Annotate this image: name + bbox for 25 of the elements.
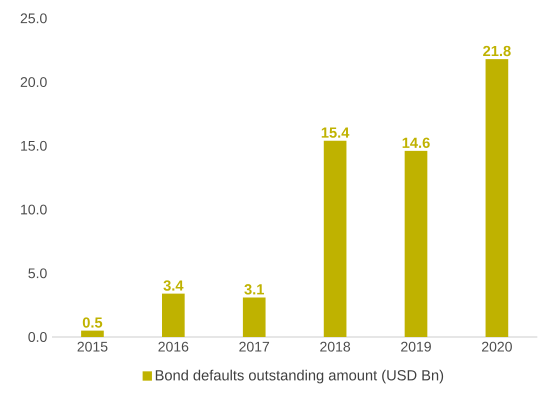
x-tick-label: 2015: [78, 342, 108, 352]
y-tick-label: 5.0: [28, 268, 47, 278]
x-tick-label: 2017: [239, 342, 270, 352]
data-label: 0.5: [82, 317, 102, 328]
x-tick-label: 2020: [482, 342, 512, 352]
x-tick-label: 2018: [320, 342, 350, 352]
data-label: 14.6: [402, 138, 430, 148]
bar: [81, 330, 104, 337]
data-label: 15.4: [322, 128, 350, 138]
data-label: 3.1: [244, 284, 264, 295]
x-tick-label: 2016: [158, 342, 188, 352]
y-tick-label: 10.0: [21, 204, 47, 214]
bar: [404, 150, 428, 337]
legend-label: Bond defaults outstanding amount (USD Bn): [156, 370, 444, 384]
data-label: 3.4: [163, 280, 184, 291]
y-tick-label: 15.0: [21, 140, 47, 151]
bar: [242, 297, 266, 337]
y-tick-label: 0.0: [28, 332, 47, 342]
x-tick-label: 2019: [401, 342, 431, 352]
bar: [486, 59, 508, 337]
y-tick-label: 20.0: [20, 77, 47, 88]
data-label: 21.8: [483, 46, 511, 56]
bar: [324, 140, 346, 337]
y-tick-label: 25.0: [20, 13, 47, 24]
bar: [162, 294, 185, 337]
